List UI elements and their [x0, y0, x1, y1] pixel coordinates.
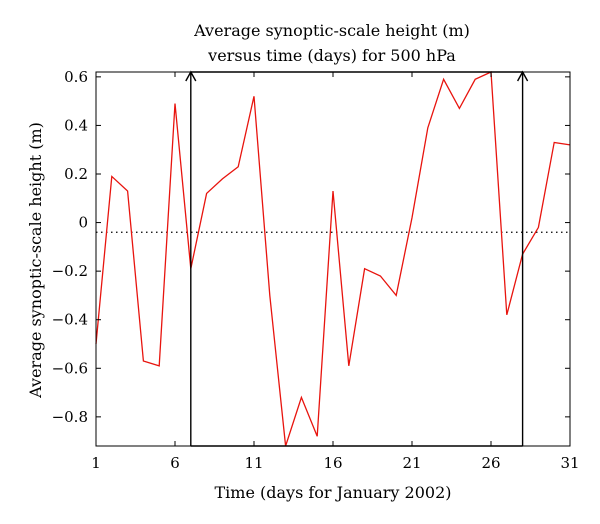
x-tick-label: 6 — [170, 454, 180, 472]
x-tick-label: 26 — [481, 454, 500, 472]
series-line-0 — [95, 71, 571, 447]
x-tick-label: 21 — [402, 454, 421, 472]
x-tick-label: 11 — [244, 454, 263, 472]
x-tick-label: 1 — [91, 454, 101, 472]
x-tick-label: 31 — [560, 454, 579, 472]
chart-title-line-2: versus time (days) for 500 hPa — [207, 46, 456, 65]
y-tick-label: −0.8 — [52, 408, 88, 426]
y-tick-label: 0.6 — [64, 68, 88, 86]
y-tick-label: 0 — [78, 214, 88, 232]
x-tick-label: 16 — [323, 454, 342, 472]
y-tick-label: 0.4 — [64, 116, 88, 134]
y-tick-label: −0.2 — [52, 262, 88, 280]
y-tick-label: 0.2 — [64, 165, 88, 183]
x-axis-label: Time (days for January 2002) — [215, 483, 452, 502]
y-tick-label: −0.4 — [52, 311, 88, 329]
plot-area: 1 6 11 16 21 26 31−0.8−0.6−0.4−0.200.20.40.6 — [52, 68, 580, 472]
y-tick-label: −0.6 — [52, 359, 88, 377]
plot-frame — [95, 71, 571, 447]
chart-title-line-1: Average synoptic-scale height (m) — [193, 21, 470, 40]
y-axis-label: Average synoptic-scale height (m) — [26, 122, 45, 399]
